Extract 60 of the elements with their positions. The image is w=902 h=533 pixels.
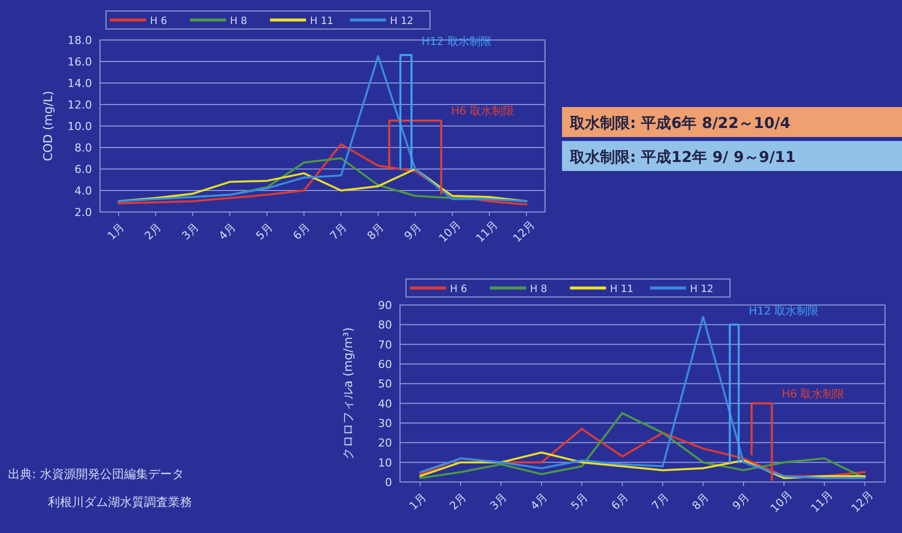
x-tick-label: 10月 xyxy=(436,218,464,245)
x-tick-label: 4月 xyxy=(216,220,238,242)
legend-label: H 11 xyxy=(610,284,634,295)
y-tick-label: 30 xyxy=(378,417,392,430)
text: 取水制限: 平成12年 9/ 9～9/11 xyxy=(569,148,796,166)
y-tick-label: 60 xyxy=(378,358,392,371)
x-tick-label: 5月 xyxy=(253,220,276,242)
y-tick-label: 10.0 xyxy=(68,120,92,133)
y-tick-label: 90 xyxy=(378,299,392,312)
legend-label: H 6 xyxy=(450,284,468,295)
legend-label: H 12 xyxy=(390,16,414,27)
x-tick-label: 9月 xyxy=(730,490,752,512)
x-tick-label: 11月 xyxy=(808,488,836,515)
x-tick-label: 7月 xyxy=(328,220,350,242)
y-tick-label: 0 xyxy=(385,476,392,489)
y-tick-label: 40 xyxy=(378,397,392,410)
legend-label: H 12 xyxy=(690,284,714,295)
x-tick-label: 3月 xyxy=(179,220,202,242)
x-tick-label: 6月 xyxy=(608,490,631,512)
text: 取水制限: 平成6年 8/22～10/4 xyxy=(569,114,790,132)
y-tick-label: 50 xyxy=(378,378,392,391)
x-tick-label: 9月 xyxy=(402,220,424,242)
legend-label: H 8 xyxy=(230,16,248,27)
y-tick-label: 80 xyxy=(378,318,392,332)
x-tick-label: 10月 xyxy=(768,488,795,515)
source-note: 出典: 水資源開発公団編集データ xyxy=(8,467,184,481)
y-tick-label: 6.0 xyxy=(74,163,92,176)
x-tick-label: 1月 xyxy=(105,220,128,242)
x-tick-label: 5月 xyxy=(568,490,590,512)
annotation: H6 取水制限 xyxy=(451,104,514,118)
legend-label: H 6 xyxy=(150,16,168,27)
y-axis-title: クロロフィルa (mg/m³) xyxy=(341,327,355,460)
text: 利根川ダム湖水質調査業務 xyxy=(48,495,192,509)
y-tick-label: 16.0 xyxy=(68,56,92,68)
y-tick-label: 8.0 xyxy=(74,142,92,154)
y-axis-title: COD (mg/L) xyxy=(41,90,55,162)
y-tick-label: 2.0 xyxy=(74,206,92,219)
y-tick-label: 12.0 xyxy=(68,98,92,112)
x-tick-label: 12月 xyxy=(510,218,538,245)
y-tick-label: 10 xyxy=(378,456,392,470)
x-tick-label: 4月 xyxy=(528,490,550,512)
x-tick-label: 1月 xyxy=(406,490,429,512)
x-tick-label: 8月 xyxy=(690,490,712,512)
y-tick-label: 4.0 xyxy=(74,184,92,198)
x-tick-label: 11月 xyxy=(473,218,500,245)
y-tick-label: 70 xyxy=(378,338,392,352)
x-tick-label: 2月 xyxy=(447,490,470,512)
x-tick-label: 7月 xyxy=(649,490,672,512)
x-tick-label: 2月 xyxy=(142,220,164,242)
x-tick-label: 6月 xyxy=(290,220,312,242)
legend-label: H 11 xyxy=(310,16,334,27)
annotation: H12 取水制限 xyxy=(748,304,818,318)
y-tick-label: 14.0 xyxy=(68,77,92,90)
x-tick-label: 8月 xyxy=(364,220,387,242)
legend-label: H 8 xyxy=(530,284,548,295)
annotation: H6 取水制限 xyxy=(782,387,845,400)
y-tick-label: 18.0 xyxy=(68,34,92,47)
y-tick-label: 20 xyxy=(378,436,392,450)
x-tick-label: 12月 xyxy=(848,488,876,515)
x-tick-label: 3月 xyxy=(488,490,510,512)
